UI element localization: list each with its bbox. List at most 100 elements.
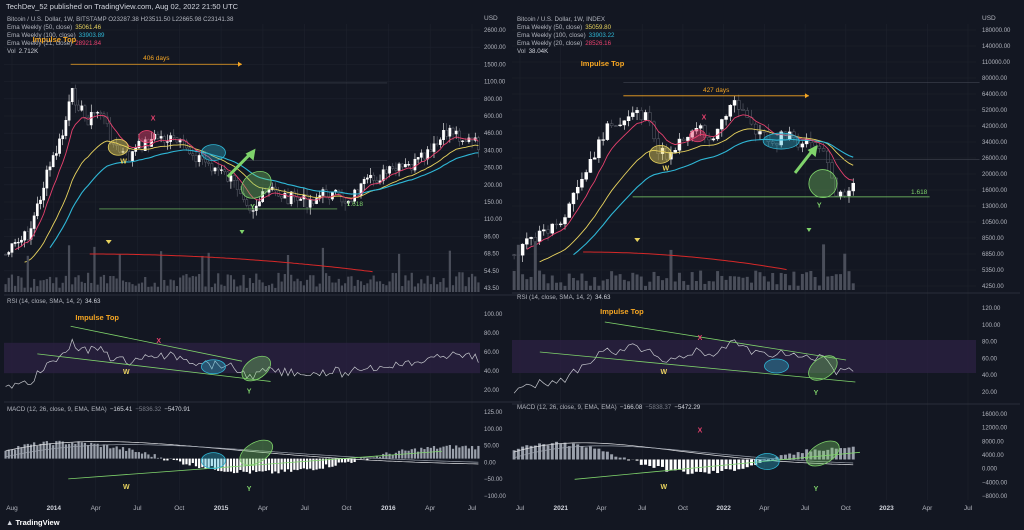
right-macd-bar <box>817 450 821 460</box>
left-candle-body <box>96 112 99 114</box>
right-time-tick: Jul <box>638 505 647 512</box>
left-macd-bar <box>455 445 458 459</box>
left-candle-body <box>423 152 426 160</box>
left-candle-body <box>10 243 14 253</box>
right-volume-bar <box>788 285 792 290</box>
left-legend: Bitcoin / U.S. Dollar, 1W, BITSTAMP O232… <box>7 16 233 56</box>
right-rsi-trendline <box>604 321 847 361</box>
right-candle-body <box>775 143 779 146</box>
left-rsi-tick: 60.00 <box>484 350 500 356</box>
right-ema50-label: Ema Weekly (50, close) <box>517 24 583 31</box>
left-ema50-label: Ema Weekly (50, close) <box>7 24 73 31</box>
left-macd-bar <box>213 458 217 470</box>
right-candle-body <box>728 104 733 117</box>
left-candle-body <box>16 241 20 244</box>
left-candle-body <box>394 168 398 171</box>
left-volume-bar <box>153 282 156 292</box>
left-ema100-line <box>49 149 479 249</box>
right-candle-body <box>605 123 610 140</box>
right-candle-body <box>546 229 550 234</box>
right-ema21-line <box>526 114 854 250</box>
left-macd-bar <box>106 444 109 459</box>
right-macd-bar <box>627 459 631 461</box>
left-volume-bar <box>220 284 223 292</box>
right-candle-body <box>758 131 762 135</box>
tradingview-logo-icon: ▲ <box>6 518 16 527</box>
left-volume-bar <box>378 281 382 292</box>
right-macd-bar <box>788 453 792 460</box>
right-macd-bar <box>593 448 597 460</box>
left-volume-marker-icon <box>105 240 112 244</box>
right-candle-body <box>580 178 584 188</box>
right-fib-label: 1.618 <box>911 189 928 196</box>
right-rsi-tick: 40.00 <box>982 373 998 379</box>
left-macd-bar <box>131 449 134 459</box>
left-price-tick: 54.50 <box>484 269 500 275</box>
left-candle-body <box>375 180 379 183</box>
brand-label: TradingView <box>15 518 60 527</box>
left-volume-bar <box>420 279 423 292</box>
left-candle-body <box>280 195 284 199</box>
right-macd-bar <box>737 459 741 470</box>
left-candle-body <box>296 196 299 201</box>
right-volume-bar <box>533 242 537 290</box>
right-price-tick: 34000.00 <box>982 140 1008 146</box>
right-macd-bar <box>555 441 558 460</box>
right-macd-bar <box>775 456 779 460</box>
chart-canvas[interactable]: USD 2600.00 2000.00 1500.00 1100.00 800.00 600… <box>0 0 1024 518</box>
right-days-label: 427 days <box>703 87 730 94</box>
left-volume-bar <box>448 250 451 292</box>
left-volume-bar <box>102 274 106 292</box>
left-candle-body <box>365 177 369 180</box>
left-volume-bar <box>207 252 210 292</box>
left-macd-bar <box>134 452 137 459</box>
left-macd-blue-ellipse <box>201 452 226 470</box>
left-macd-bar <box>274 458 277 472</box>
right-candle-body <box>779 131 783 146</box>
right-ohlc-row: Bitcoin / U.S. Dollar, 1W, INDEX <box>517 16 614 24</box>
right-candle-body <box>741 109 745 111</box>
right-candle-body <box>609 123 614 126</box>
right-green-arrow-icon <box>793 148 815 174</box>
left-candle-body <box>312 199 315 204</box>
right-time-tick: Jul <box>516 505 525 512</box>
left-volume-bar <box>52 283 55 292</box>
right-macd-blue-ellipse <box>754 453 780 470</box>
left-volume-bar <box>118 254 121 292</box>
left-candle-body <box>461 140 464 142</box>
right-volume-bar <box>733 276 737 290</box>
left-macd-bar <box>36 445 39 459</box>
left-volume-marker-icon <box>239 230 245 234</box>
right-time-tick: Oct <box>678 505 688 512</box>
right-green-arrowhead-icon <box>807 145 818 158</box>
left-macd-tick: 50.00 <box>484 444 500 450</box>
right-candle-body <box>533 237 538 242</box>
right-volume-bar <box>720 275 724 290</box>
left-macd-trendline <box>68 450 442 480</box>
left-candle-body <box>61 135 65 140</box>
left-macd-bar <box>312 458 315 471</box>
left-rsi-trendline <box>70 325 243 362</box>
left-macd-bar <box>159 457 163 459</box>
right-volume-bar <box>516 244 520 290</box>
right-volume-bar <box>775 284 779 290</box>
left-candle-body <box>147 139 150 147</box>
left-candle-body <box>80 105 84 111</box>
left-volume-bar <box>413 286 417 292</box>
left-time-tick: Apr <box>91 505 102 512</box>
right-volume-bar <box>669 249 673 290</box>
right-days-arrow-icon <box>804 93 809 99</box>
right-candle-body <box>817 145 822 149</box>
left-candle-body <box>159 136 163 139</box>
right-volume-bar <box>622 279 626 290</box>
left-macd-bar <box>140 453 144 459</box>
left-candle-body <box>391 166 395 169</box>
left-candle-body <box>359 183 363 196</box>
left-volume-bar <box>467 277 471 292</box>
left-ema50-line <box>24 140 479 263</box>
right-macd-bar <box>834 448 838 460</box>
right-candle-body <box>838 191 843 197</box>
left-candle-body <box>20 239 23 243</box>
right-macd-bar <box>559 443 563 460</box>
left-candle-body <box>64 120 68 136</box>
